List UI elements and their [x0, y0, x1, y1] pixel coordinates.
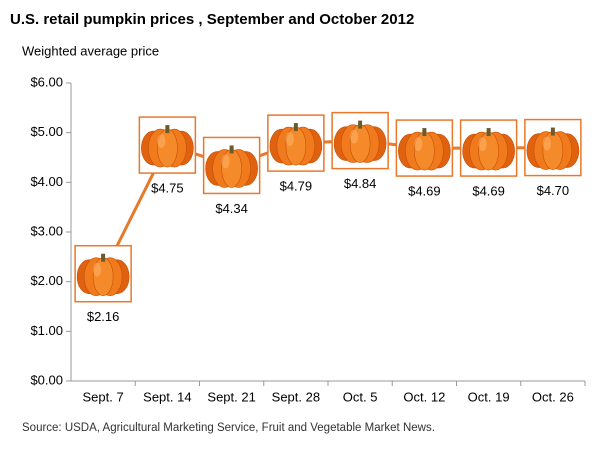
x-tick-label: Oct. 5 — [343, 389, 378, 404]
source-note: Source: USDA, Agricultural Marketing Ser… — [22, 422, 435, 434]
pumpkin-marker — [524, 118, 582, 177]
pumpkin-stem — [550, 127, 555, 136]
y-axis-label: Weighted average price — [22, 43, 159, 58]
value-label: $4.84 — [344, 176, 377, 191]
y-tick-label: $5.00 — [30, 124, 63, 139]
y-tick-label: $2.00 — [30, 273, 63, 288]
pumpkin-stem — [358, 120, 363, 129]
pumpkin-stem — [486, 128, 491, 137]
x-tick-label: Sept. 21 — [207, 389, 255, 404]
pumpkin-marker — [138, 116, 197, 174]
value-label: $4.69 — [408, 184, 441, 199]
pumpkin-highlight — [93, 262, 102, 277]
pumpkin-marker — [202, 136, 261, 195]
pumpkin-highlight — [350, 129, 359, 144]
y-tick-label: $0.00 — [30, 372, 63, 387]
value-label: $4.69 — [472, 184, 505, 199]
x-tick-label: Oct. 26 — [532, 389, 574, 404]
x-tick-label: Sept. 7 — [83, 389, 124, 404]
value-label: $2.16 — [87, 309, 120, 324]
x-tick-label: Sept. 14 — [143, 389, 191, 404]
y-tick-label: $3.00 — [30, 223, 63, 238]
pumpkin-stem — [422, 128, 427, 137]
y-tick-label: $4.00 — [30, 174, 63, 189]
y-tick-label: $1.00 — [30, 323, 63, 338]
pumpkin-highlight — [221, 154, 230, 169]
pumpkin-marker — [459, 119, 518, 177]
value-label: $4.34 — [215, 201, 248, 216]
y-tick-label: $6.00 — [30, 74, 63, 89]
pumpkin-highlight — [542, 136, 551, 151]
x-tick-label: Oct. 19 — [468, 389, 510, 404]
pumpkin-stem — [165, 125, 170, 134]
x-tick-label: Sept. 28 — [272, 389, 320, 404]
pumpkin-highlight — [478, 137, 487, 152]
value-label: $4.70 — [537, 183, 570, 198]
pumpkin-stem — [101, 253, 106, 262]
pumpkin-stem — [229, 145, 234, 154]
chart-title: U.S. retail pumpkin prices , September a… — [10, 11, 414, 28]
x-tick-label: Oct. 12 — [403, 389, 445, 404]
pumpkin-marker — [267, 114, 325, 172]
pumpkin-marker — [331, 111, 389, 170]
pumpkin-marker — [74, 244, 132, 303]
pumpkin-highlight — [285, 132, 294, 147]
pumpkin-marker — [395, 119, 454, 177]
value-label: $4.75 — [151, 181, 184, 196]
value-label: $4.79 — [280, 179, 313, 194]
pumpkin-highlight — [157, 134, 166, 149]
pumpkin-stem — [293, 123, 298, 132]
pumpkin-highlight — [414, 137, 423, 152]
